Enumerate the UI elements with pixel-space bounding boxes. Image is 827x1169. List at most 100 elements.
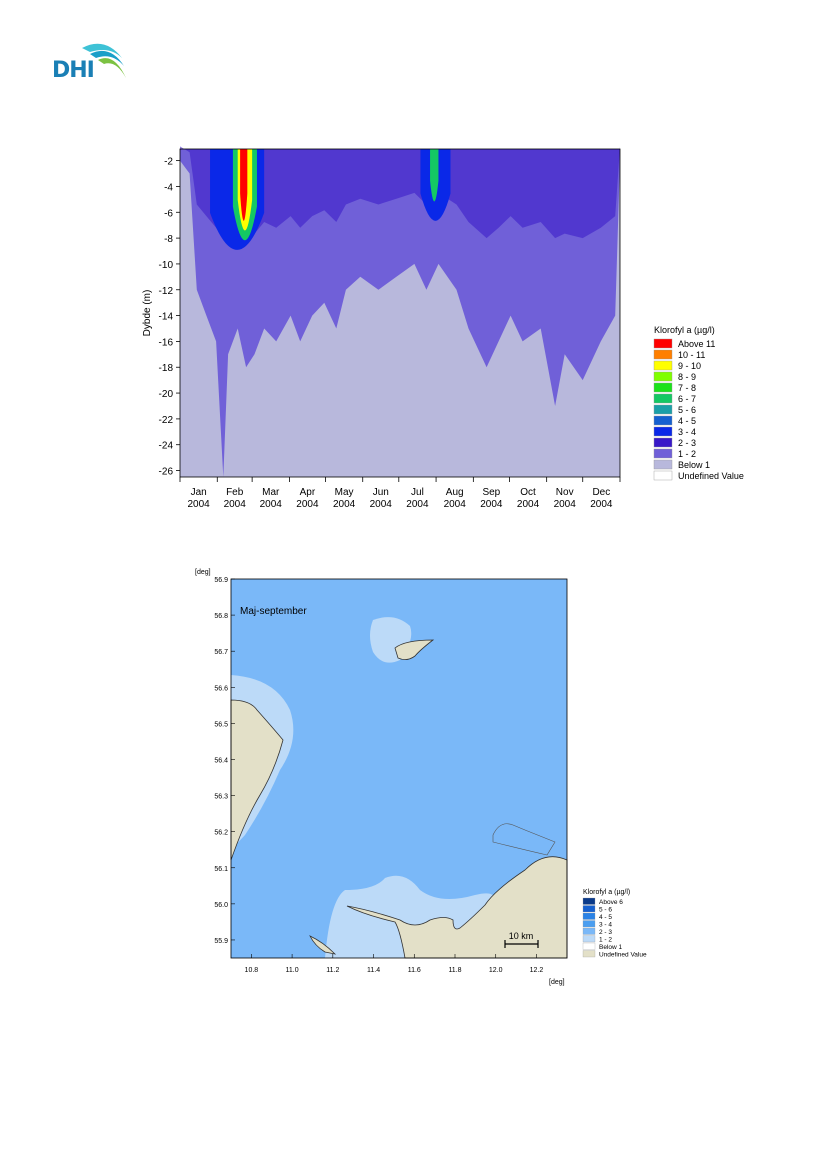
- c2-legend-label: 3 - 4: [599, 922, 612, 929]
- c1-legend-swatch: [653, 404, 673, 415]
- c1-y-tick-label: -24: [159, 441, 174, 452]
- c1-x-tick-month: Jan: [191, 487, 207, 498]
- c1-y-tick-label: -4: [164, 182, 173, 193]
- c1-legend-label: Above 11: [678, 339, 715, 349]
- c2-legend-swatch: [582, 950, 596, 958]
- c1-y-tick-label: -16: [159, 337, 174, 348]
- c1-x-tick-year: 2004: [480, 499, 503, 510]
- depth-time-chlorophyll-chart: -2-4-6-8-10-12-14-16-18-20-22-24-26 Jan2…: [142, 146, 744, 510]
- c1-x-tick-month: Apr: [300, 487, 316, 498]
- c2-legend-label: Undefined Value: [599, 952, 647, 959]
- c1-y-tick-label: -2: [164, 157, 173, 168]
- c2-legend-label: 1 - 2: [599, 937, 612, 944]
- c2-x-tick-label: 10.8: [245, 967, 259, 974]
- c1-legend-label: 7 - 8: [678, 383, 696, 393]
- c2-y-axis: 56.9 56.8 56.7 56.6 56.5 56.4 56.3 56.2 56.1 56.0…: [214, 577, 235, 945]
- c2-y-tick-label: 55.9: [214, 938, 228, 945]
- c1-legend-swatch: [653, 448, 673, 459]
- c1-legend-swatch: [653, 349, 673, 360]
- c1-x-tick-month: Oct: [520, 487, 536, 498]
- c1-y-tick-label: -20: [159, 389, 174, 400]
- c2-scale-bar: 10 km: [504, 931, 539, 948]
- c2-land-south: [346, 856, 568, 959]
- c2-x-tick-label: 11.6: [408, 967, 421, 974]
- c2-legend: Klorofyl a (µg/l) Above 65 - 64 - 53 - 42…: [582, 889, 647, 959]
- c1-plot-frame: [179, 148, 621, 478]
- c1-x-tick-year: 2004: [224, 499, 247, 510]
- c1-legend-label: 8 - 9: [678, 372, 696, 382]
- c1-legend-label: 5 - 6: [678, 405, 696, 415]
- c1-legend-label: 10 - 11: [678, 350, 705, 360]
- c2-x-tick-label: 11.4: [367, 967, 380, 974]
- c1-x-tick-year: 2004: [554, 499, 577, 510]
- c1-x-tick-year: 2004: [444, 499, 467, 510]
- c1-x-tick-month: Mar: [262, 487, 280, 498]
- c1-legend-label: 1 - 2: [678, 449, 696, 459]
- c1-y-tick-label: -8: [164, 234, 173, 245]
- c1-legend-label: Undefined Value: [678, 471, 744, 481]
- c1-y-tick-label: -26: [159, 467, 174, 478]
- c2-legend-label: 5 - 6: [599, 907, 612, 914]
- c1-legend-swatch: [653, 437, 673, 448]
- c2-y-unit: [deg]: [195, 569, 211, 576]
- c2-land-spit: [309, 935, 337, 955]
- c1-legend-swatch: [653, 393, 673, 404]
- c2-land-west: [230, 699, 284, 861]
- c1-bloom-4: [430, 149, 439, 202]
- c2-legend-label: Above 6: [599, 899, 623, 906]
- c2-x-unit: [deg]: [549, 979, 565, 986]
- c1-y-tick-label: -6: [164, 208, 173, 219]
- c2-y-tick-label: 56.2: [214, 830, 228, 837]
- c2-map-title: Maj-september: [240, 606, 307, 617]
- c1-x-tick-year: 2004: [188, 499, 211, 510]
- c2-y-tick-label: 56.8: [214, 613, 228, 620]
- c2-scale-bar-label: 10 km: [509, 931, 534, 941]
- c2-x-tick-label: 12.2: [530, 967, 544, 974]
- c1-legend-swatch: [653, 459, 673, 470]
- c2-land-island: [394, 639, 435, 660]
- dhi-logo-text: DHI: [52, 58, 95, 83]
- c1-y-tick-label: -14: [159, 312, 174, 323]
- c1-y-tick-label: -12: [159, 286, 174, 297]
- c1-y-tick-label: -18: [159, 363, 174, 374]
- c1-x-tick-year: 2004: [296, 499, 319, 510]
- c1-x-tick-month: Jun: [373, 487, 389, 498]
- c1-x-tick-month: Sep: [482, 487, 500, 498]
- c1-x-tick-month: Nov: [556, 487, 574, 498]
- c1-x-tick-year: 2004: [333, 499, 356, 510]
- c1-x-tick-month: May: [335, 487, 354, 498]
- c1-legend-swatch: [653, 382, 673, 393]
- c1-legend-label: Below 1: [678, 460, 710, 470]
- c2-legend-swatch: [582, 897, 596, 905]
- c2-y-tick-label: 56.1: [214, 866, 228, 873]
- c2-legend-swatch: [582, 912, 596, 920]
- c1-y-axis-label: Dybde (m): [142, 290, 153, 337]
- c1-x-tick-year: 2004: [590, 499, 613, 510]
- c2-legend-swatch: [582, 920, 596, 928]
- c2-legend-title: Klorofyl a (µg/l): [583, 889, 630, 896]
- c1-legend-label: 4 - 5: [678, 416, 696, 426]
- c2-x-axis: 10.8 11.0 11.2 11.4 11.6 11.8 12.0 12.2: [245, 954, 544, 974]
- c2-y-tick-label: 56.7: [214, 649, 228, 656]
- c1-legend-label: 2 - 3: [678, 438, 696, 448]
- c1-legend-title: Klorofyl a (µg/l): [654, 325, 715, 335]
- c1-x-tick-year: 2004: [260, 499, 283, 510]
- c2-x-tick-label: 11.8: [448, 967, 461, 974]
- c2-y-tick-label: 56.4: [214, 757, 228, 764]
- c2-legend-label: Below 1: [599, 944, 623, 951]
- c1-legend-swatch: [653, 415, 673, 426]
- c2-y-tick-label: 56.6: [214, 685, 228, 692]
- c1-bloom-5: [240, 149, 248, 221]
- c1-band-2-3: [180, 146, 620, 239]
- c1-x-tick-month: Aug: [446, 487, 464, 498]
- c1-plot-area: [179, 146, 621, 478]
- c1-legend-label: 9 - 10: [678, 361, 701, 371]
- c1-x-tick-month: Dec: [592, 487, 610, 498]
- c1-legend-swatch: [653, 470, 673, 481]
- c1-legend-swatch: [653, 338, 673, 349]
- c1-legend-swatch: [653, 426, 673, 437]
- c1-y-axis: -2 -4 -6 -8 -10 -12 -14 -16 -18 -20 -22 -24 -26: [159, 157, 180, 478]
- c2-y-tick-label: 56.5: [214, 721, 228, 728]
- c2-x-tick-label: 11.0: [286, 967, 299, 974]
